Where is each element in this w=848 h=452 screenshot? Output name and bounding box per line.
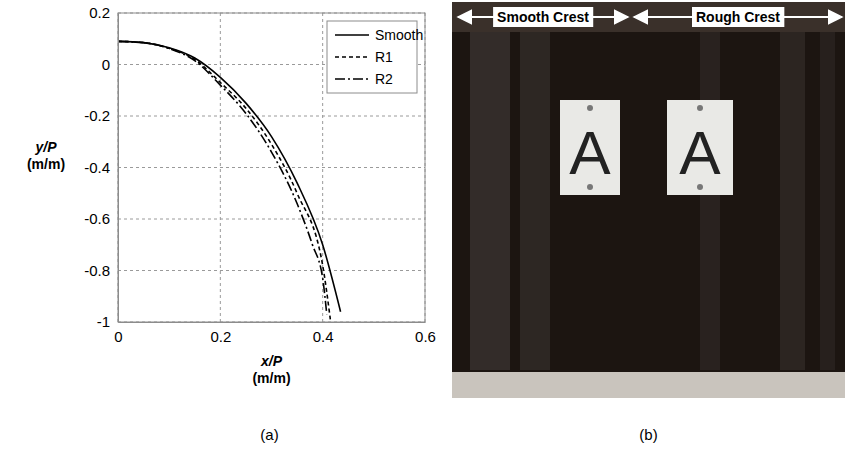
tick-label: -0.8 <box>84 262 110 279</box>
tick: 0.2 <box>89 4 118 21</box>
tick-label: -0.2 <box>84 107 110 124</box>
water-streak <box>520 30 550 370</box>
label-box <box>692 7 784 27</box>
series-line <box>118 41 327 314</box>
tick-label: -0.4 <box>84 159 110 176</box>
crest-label: Smooth Crest <box>497 9 589 25</box>
sign <box>667 100 733 195</box>
tick: -0.6 <box>84 210 118 227</box>
legend-label: R2 <box>375 71 393 87</box>
tick: -0.8 <box>84 262 118 279</box>
series-line <box>118 41 330 319</box>
series-line <box>118 41 341 311</box>
tick-label: 0 <box>102 56 110 73</box>
sign-pin <box>697 105 703 111</box>
panel-label: (b) <box>639 426 657 443</box>
plot-frame <box>118 13 425 322</box>
grid <box>118 13 425 322</box>
plot-background <box>118 13 425 322</box>
legend-swatch <box>335 34 369 36</box>
crest-label: Rough Crest <box>696 9 780 25</box>
photo-basin <box>452 372 845 398</box>
grid-line-y <box>118 270 425 271</box>
tick: 0 <box>102 56 118 73</box>
axis-line <box>118 14 119 323</box>
legend: Smooth R1 R2 <box>327 21 423 93</box>
sign <box>560 100 620 195</box>
tick-label: 0.4 <box>313 328 334 345</box>
tick: 0.2 <box>210 322 231 345</box>
lines <box>118 41 341 319</box>
label-box <box>493 7 593 27</box>
water-streak <box>700 30 720 370</box>
legend-swatch <box>335 56 369 58</box>
tick: -0.4 <box>84 159 118 176</box>
y-axis-title: y/P(m/m) <box>27 139 65 172</box>
tick-label: 0 <box>114 328 122 345</box>
photo-crest-band <box>452 2 845 32</box>
photo: Smooth Crest Rough Crest AA <box>452 2 845 398</box>
water-streak <box>470 30 510 370</box>
water-streak <box>820 30 835 370</box>
axis-line <box>119 322 426 323</box>
panel-label: (a) <box>260 426 278 443</box>
x-axis: 0 0.2 0.4 0.6 <box>114 322 436 345</box>
tick: 0.6 <box>415 322 436 345</box>
grid-line-y <box>118 167 425 168</box>
photo-background <box>452 2 845 398</box>
tick: 0.4 <box>313 322 334 345</box>
tick-label: -0.6 <box>84 210 110 227</box>
tick-label: 0.6 <box>415 328 436 345</box>
tick-label: -1 <box>97 313 110 330</box>
x-axis-title: x/P(m/m) <box>252 353 290 386</box>
tick: 0 <box>114 322 122 345</box>
water-streak <box>780 30 805 370</box>
tick: -1 <box>97 313 118 330</box>
legend-label: R1 <box>375 49 393 65</box>
sign-letter: A <box>679 118 721 187</box>
grid-line-y <box>118 219 425 220</box>
legend-label: Smooth <box>375 27 423 43</box>
tick-label: 0.2 <box>210 328 231 345</box>
sign-pin <box>587 105 593 111</box>
tick-label: 0.2 <box>89 4 110 21</box>
legend-swatch <box>335 78 369 80</box>
grid-line-y <box>118 116 425 117</box>
tick: -0.2 <box>84 107 118 124</box>
sign-letter: A <box>569 118 611 187</box>
y-axis: -1 -0.8 -0.6 -0.4 -0.2 0 0.2 <box>84 4 118 330</box>
